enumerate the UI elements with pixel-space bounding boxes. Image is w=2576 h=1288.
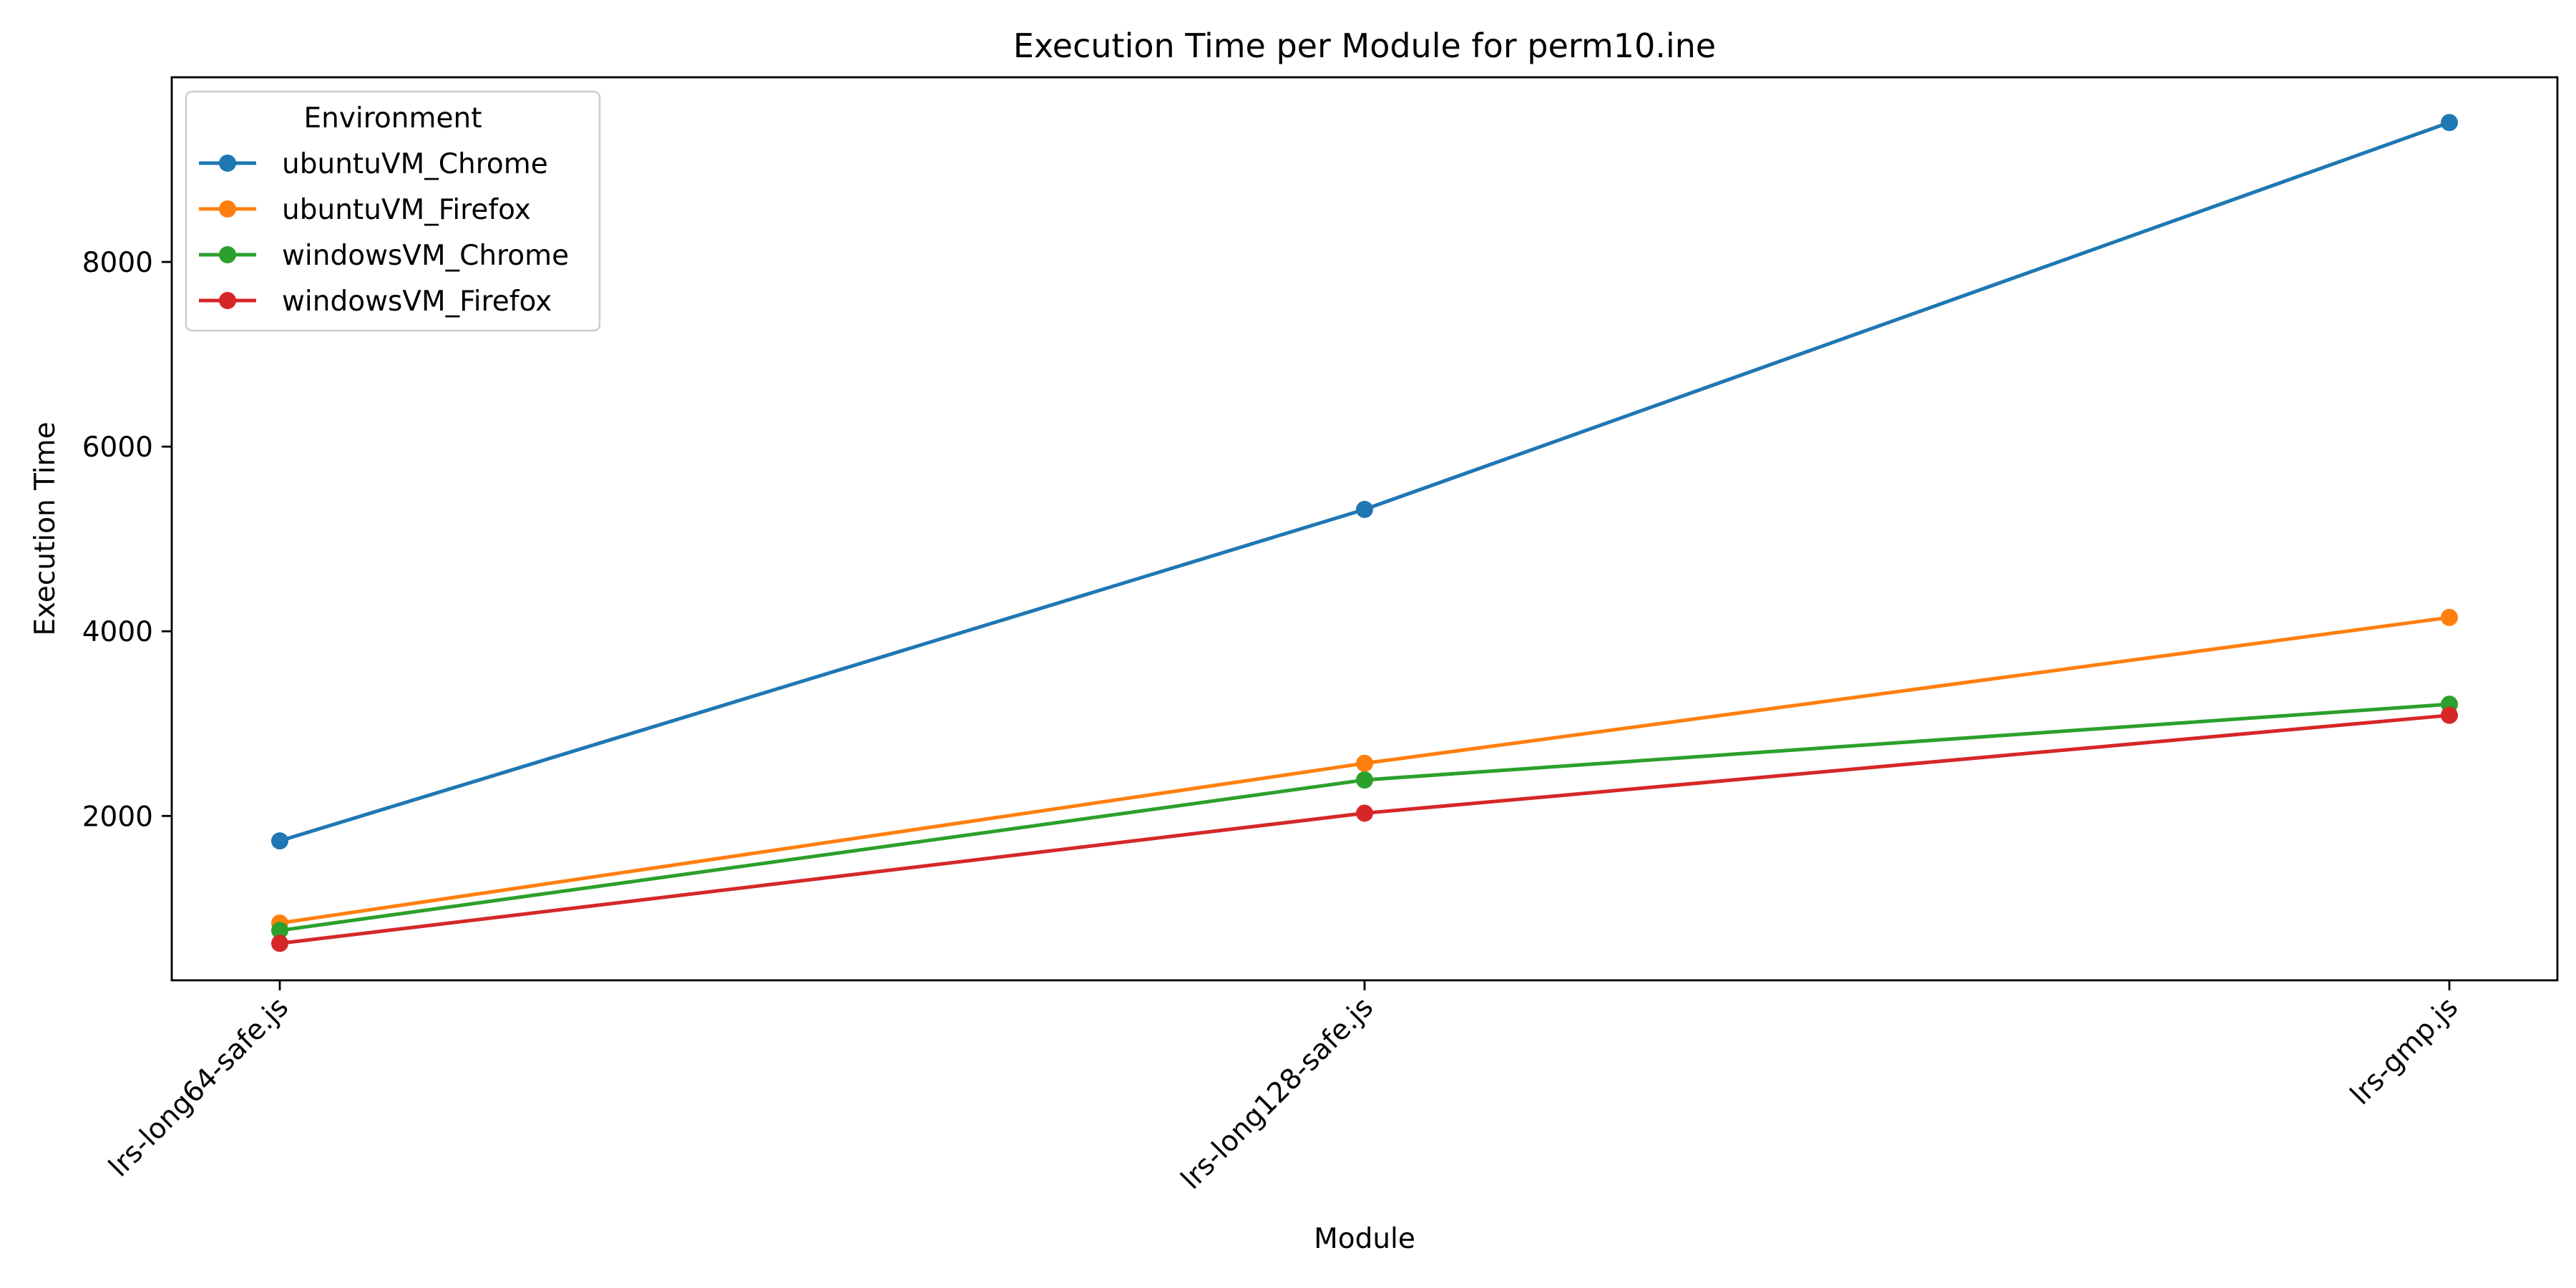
series-layer: [271, 114, 2458, 952]
y-tick-label: 4000: [82, 616, 153, 648]
legend-marker: [219, 155, 236, 172]
series-windowsVM_Firefox: [271, 706, 2458, 952]
legend-frame: [185, 90, 601, 332]
data-point: [2441, 706, 2458, 724]
x-axis-label: Module: [1314, 1223, 1415, 1255]
data-point: [2441, 608, 2458, 626]
legend-item: windowsVM_Firefox: [199, 286, 552, 318]
legend-marker: [219, 200, 236, 218]
data-point: [271, 922, 288, 940]
x-tick-label: lrs-gmp.js: [2344, 991, 2464, 1111]
legend-marker: [219, 292, 236, 309]
data-point: [1356, 500, 1373, 518]
legend-item: windowsVM_Chrome: [199, 240, 569, 272]
legend-items: ubuntuVM_Chrome ubuntuVM_Firefox windowsVM…: [199, 148, 569, 318]
x-tick-label: lrs-long64-safe.js: [103, 991, 295, 1183]
y-tick-label: 6000: [82, 431, 153, 464]
series-ubuntuVM_Chrome: [271, 114, 2458, 850]
series-line: [277, 120, 2452, 844]
data-point: [1356, 771, 1373, 789]
chart-title: Execution Time per Module for perm10.ine: [1013, 26, 1716, 65]
legend-label: ubuntuVM_Chrome: [282, 148, 548, 180]
legend-item: ubuntuVM_Firefox: [199, 194, 531, 226]
legend-item: ubuntuVM_Chrome: [199, 148, 548, 180]
data-point: [1356, 804, 1373, 822]
series-line: [278, 713, 2451, 946]
x-tick-label: lrs-long128-safe.js: [1175, 991, 1380, 1196]
legend-label: windowsVM_Chrome: [282, 240, 569, 272]
data-point: [271, 832, 288, 850]
legend: Environment ubuntuVM_Chrome ubuntuVM_Fire…: [185, 90, 601, 332]
x-axis: lrs-long64-safe.js lrs-long128-safe.js lrs…: [103, 980, 2464, 1196]
y-axis-label: Execution Time: [29, 421, 62, 635]
data-point: [2441, 114, 2458, 132]
y-tick-label: 2000: [82, 801, 153, 833]
data-point: [271, 935, 288, 952]
legend-title: Environment: [303, 102, 482, 135]
y-tick-label: 8000: [82, 247, 153, 279]
legend-label: ubuntuVM_Firefox: [282, 194, 531, 226]
legend-marker: [219, 246, 236, 263]
y-axis: 2000 4000 6000 8000: [82, 247, 172, 833]
series-ubuntuVM_Firefox: [271, 608, 2458, 932]
data-point: [1356, 754, 1373, 772]
legend-label: windowsVM_Firefox: [282, 286, 552, 318]
